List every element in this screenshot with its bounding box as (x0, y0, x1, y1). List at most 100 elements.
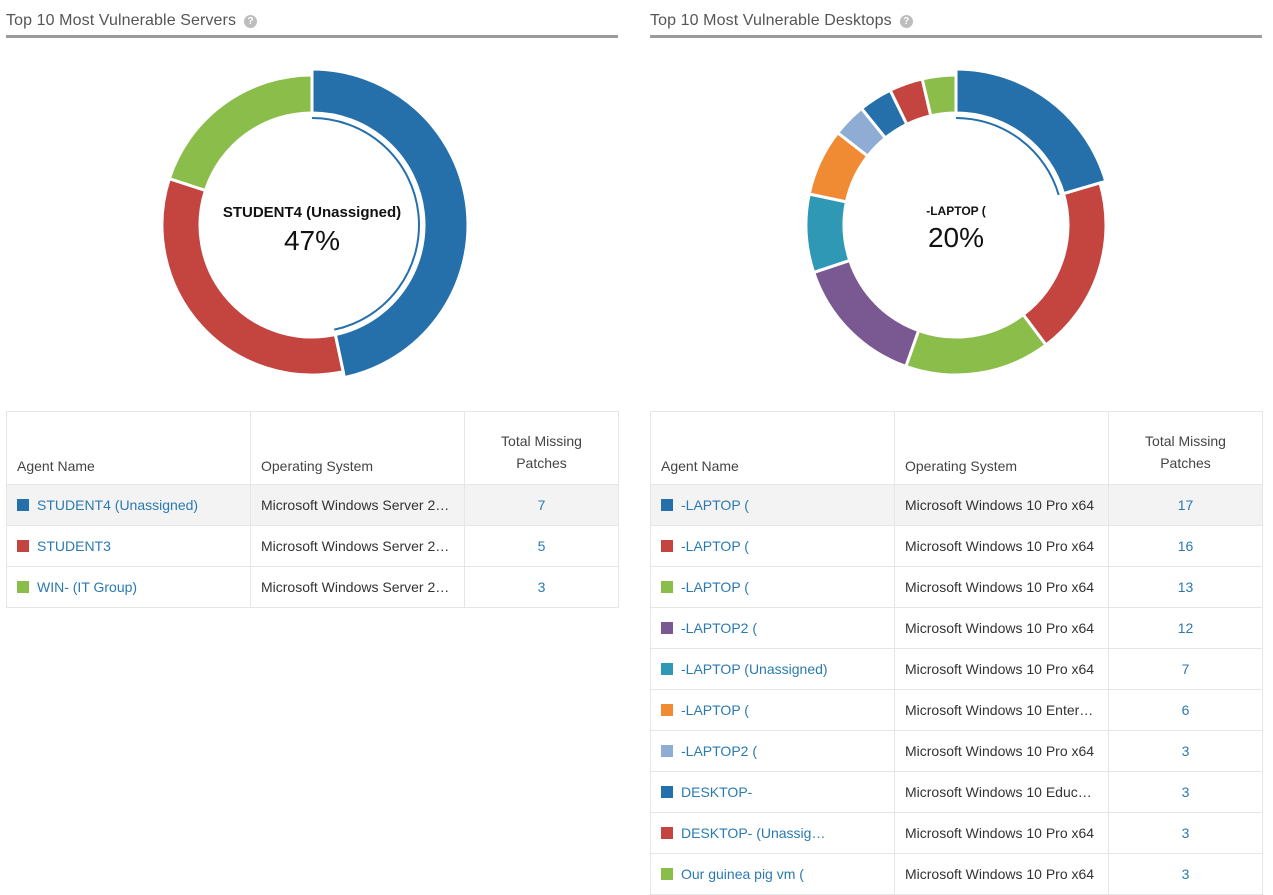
table-row[interactable]: -LAPTOP (Microsoft Windows 10 Enter… 6 (650, 689, 1263, 731)
table-row[interactable]: DESKTOP- (Unassig… Microsoft Windows 10 P… (650, 812, 1263, 854)
missing-patches-link[interactable]: 3 (1108, 771, 1263, 813)
operating-system-cell: Microsoft Windows 10 Pro x64 (894, 648, 1109, 690)
missing-patches-link[interactable]: 17 (1108, 484, 1263, 526)
col-header-total-missing-patches[interactable]: Total Missing Patches (464, 411, 619, 485)
agent-link[interactable]: STUDENT3 (37, 538, 111, 554)
legend-swatch (661, 663, 673, 675)
operating-system-cell: Microsoft Windows 10 Pro x64 (894, 607, 1109, 649)
desktops-donut-center-name: -LAPTOP ( (926, 204, 986, 218)
servers-donut-center: STUDENT4 (Unassigned) 47% (6, 204, 618, 257)
desktops-panel-header: Top 10 Most Vulnerable Desktops ? (650, 0, 1262, 38)
table-row[interactable]: -LAPTOP ( Microsoft Windows 10 Pro x64 13 (650, 566, 1263, 608)
legend-swatch (17, 499, 29, 511)
operating-system-cell: Microsoft Windows 10 Pro x64 (894, 525, 1109, 567)
legend-swatch (661, 581, 673, 593)
agent-name-cell: Our guinea pig vm ( (650, 853, 895, 895)
agent-name-cell: -LAPTOP ( (650, 484, 895, 526)
desktops-donut-svg (804, 70, 1108, 377)
agent-link[interactable]: -LAPTOP2 ( (681, 743, 757, 759)
legend-swatch (661, 745, 673, 757)
missing-patches-link[interactable]: 6 (1108, 689, 1263, 731)
table-row[interactable]: STUDENT3 Microsoft Windows Server 2… 5 (6, 525, 619, 567)
donut-slice[interactable] (903, 312, 1049, 377)
desktops-panel: Top 10 Most Vulnerable Desktops ? -LAPTO… (650, 0, 1263, 895)
agent-name-cell: -LAPTOP ( (650, 525, 895, 567)
legend-swatch (661, 704, 673, 716)
legend-swatch (661, 540, 673, 552)
missing-patches-link[interactable]: 12 (1108, 607, 1263, 649)
help-icon[interactable]: ? (244, 15, 258, 28)
legend-swatch (661, 499, 673, 511)
agent-name-cell: WIN- (IT Group) (6, 566, 251, 608)
table-row[interactable]: WIN- (IT Group) Microsoft Windows Server … (6, 566, 619, 608)
legend-swatch (17, 540, 29, 552)
missing-patches-link[interactable]: 3 (464, 566, 619, 608)
operating-system-cell: Microsoft Windows 10 Pro x64 (894, 853, 1109, 895)
agent-link[interactable]: STUDENT4 (Unassigned) (37, 497, 199, 513)
servers-donut-center-percent: 47% (283, 225, 341, 256)
agent-link[interactable]: DESKTOP- (681, 784, 753, 800)
agent-name-cell: DESKTOP- (Unassig… (650, 812, 895, 854)
legend-swatch (17, 581, 29, 593)
agent-link[interactable]: -LAPTOP ( (681, 497, 749, 513)
agent-link[interactable]: -LAPTOP ( (681, 579, 749, 595)
agent-link[interactable]: -LAPTOP2 ( (681, 620, 757, 636)
table-row[interactable]: Our guinea pig vm ( Microsoft Windows 10 … (650, 853, 1263, 895)
agent-name-cell: -LAPTOP ( (650, 566, 895, 608)
col-header-operating-system[interactable]: Operating System (894, 411, 1109, 485)
operating-system-cell: Microsoft Windows 10 Pro x64 (894, 484, 1109, 526)
agent-name-cell: STUDENT4 (Unassigned) (6, 484, 251, 526)
agent-link[interactable]: -LAPTOP ( (681, 538, 749, 554)
servers-panel-header: Top 10 Most Vulnerable Servers ? (6, 0, 618, 38)
agent-link[interactable]: Our guinea pig vm ( (681, 866, 804, 882)
desktops-donut-chart: -LAPTOP ( 20% (650, 70, 1262, 380)
missing-patches-link[interactable]: 7 (1108, 648, 1263, 690)
missing-patches-link[interactable]: 3 (1108, 730, 1263, 772)
missing-patches-link[interactable]: 16 (1108, 525, 1263, 567)
table-row[interactable]: -LAPTOP ( Microsoft Windows 10 Pro x64 17 (650, 484, 1263, 526)
table-row[interactable]: -LAPTOP2 ( Microsoft Windows 10 Pro x64 3 (650, 730, 1263, 772)
agent-link[interactable]: WIN- (IT Group) (37, 579, 138, 595)
table-row[interactable]: DESKTOP- Microsoft Windows 10 Educ… 3 (650, 771, 1263, 813)
col-header-agent-name[interactable]: Agent Name (6, 411, 251, 485)
agent-name-cell: -LAPTOP2 ( (650, 607, 895, 649)
donut-slice[interactable] (167, 73, 314, 193)
donut-slice[interactable] (811, 258, 921, 369)
col-header-total-missing-patches[interactable]: Total Missing Patches (1108, 411, 1263, 485)
servers-panel: Top 10 Most Vulnerable Servers ? STUDENT… (6, 0, 619, 608)
servers-table: Agent Name Operating System Total Missin… (6, 411, 619, 608)
table-row[interactable]: -LAPTOP ( Microsoft Windows 10 Pro x64 16 (650, 525, 1263, 567)
missing-patches-link[interactable]: 13 (1108, 566, 1263, 608)
legend-swatch (661, 827, 673, 839)
table-row[interactable]: -LAPTOP (Unassigned) Microsoft Windows 10… (650, 648, 1263, 690)
legend-swatch (661, 868, 673, 880)
donut-slice[interactable] (920, 73, 958, 118)
donut-slice[interactable] (954, 70, 1108, 196)
agent-name-cell: DESKTOP- (650, 771, 895, 813)
desktops-table: Agent Name Operating System Total Missin… (650, 411, 1263, 895)
operating-system-cell: Microsoft Windows 10 Pro x64 (894, 566, 1109, 608)
missing-patches-link[interactable]: 3 (1108, 853, 1263, 895)
operating-system-cell: Microsoft Windows Server 2… (250, 566, 465, 608)
table-row[interactable]: -LAPTOP2 ( Microsoft Windows 10 Pro x64 12 (650, 607, 1263, 649)
col-header-agent-name[interactable]: Agent Name (650, 411, 895, 485)
agent-link[interactable]: DESKTOP- (Unassig… (681, 825, 826, 841)
operating-system-cell: Microsoft Windows 10 Educ… (894, 771, 1109, 813)
desktops-panel-title: Top 10 Most Vulnerable Desktops (650, 11, 892, 29)
donut-selection-arc (311, 117, 420, 331)
missing-patches-link[interactable]: 5 (464, 525, 619, 567)
agent-link[interactable]: -LAPTOP ( (681, 702, 749, 718)
desktops-donut-center-percent: 20% (927, 222, 985, 253)
servers-panel-title: Top 10 Most Vulnerable Servers (6, 11, 237, 29)
missing-patches-link[interactable]: 3 (1108, 812, 1263, 854)
help-icon[interactable]: ? (899, 15, 913, 28)
operating-system-cell: Microsoft Windows Server 2… (250, 484, 465, 526)
operating-system-cell: Microsoft Windows 10 Pro x64 (894, 730, 1109, 772)
missing-patches-link[interactable]: 7 (464, 484, 619, 526)
col-header-operating-system[interactable]: Operating System (250, 411, 465, 485)
table-row[interactable]: STUDENT4 (Unassigned) Microsoft Windows S… (6, 484, 619, 526)
donut-slice[interactable] (310, 70, 470, 380)
servers-donut-center-name: STUDENT4 (Unassigned) (222, 204, 402, 221)
agent-link[interactable]: -LAPTOP (Unassigned) (681, 661, 828, 677)
servers-table-header: Agent Name Operating System Total Missin… (6, 411, 619, 485)
